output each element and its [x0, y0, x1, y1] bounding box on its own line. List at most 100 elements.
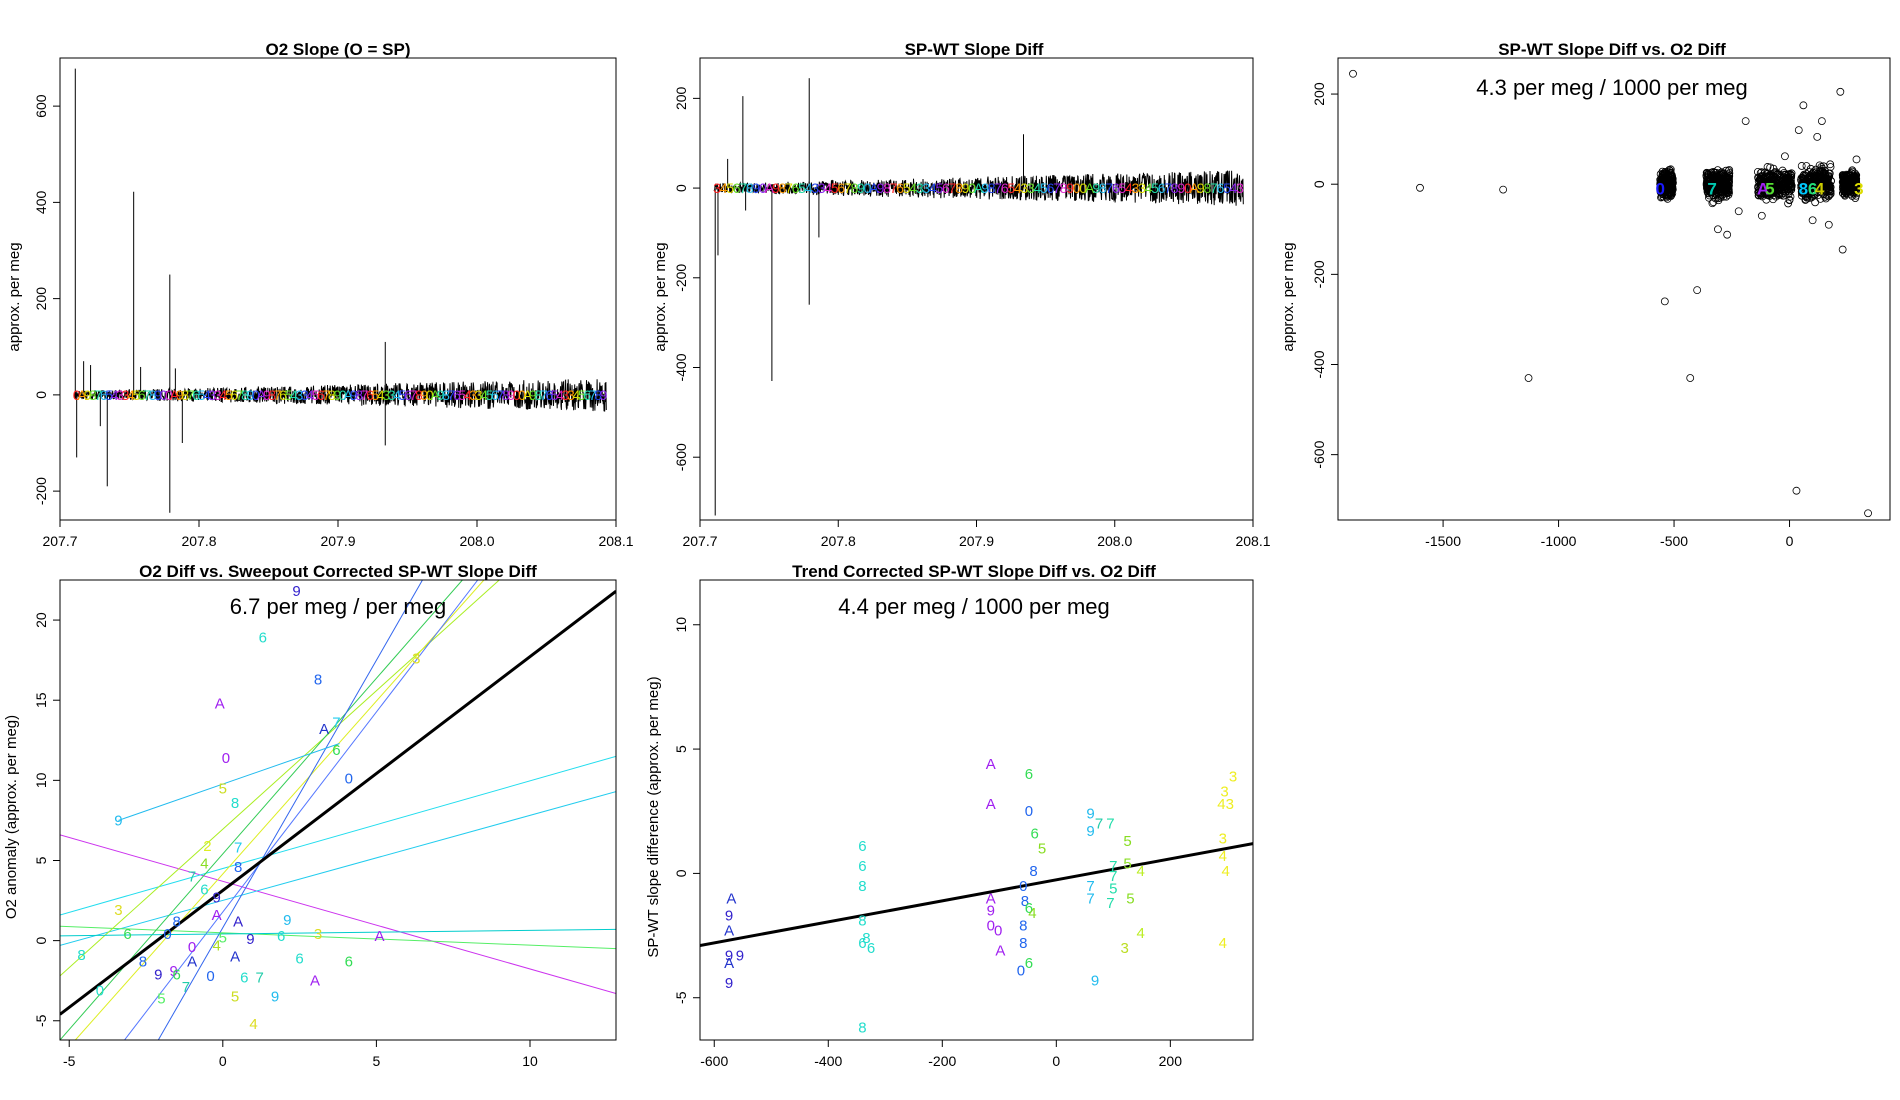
p5-point-label-29: 6: [1025, 900, 1033, 917]
p3-cluster-4-point-235: [1850, 180, 1859, 189]
p3-cluster-0-point-258: [1658, 179, 1666, 188]
p2-series-label-15: 3: [811, 180, 819, 196]
p5-point-label-28: 8: [1021, 893, 1029, 910]
p3-cluster-2-point-255: [1765, 173, 1774, 182]
p1-series-label-17: 0: [165, 387, 173, 403]
p4-thin-line-1: [60, 755, 616, 916]
p2-series-label-55: 0: [1073, 180, 1081, 196]
p5-point-label-10: 8: [858, 913, 866, 930]
p4-annotation: 6.7 per meg / per meg: [230, 594, 446, 619]
p2-series-label-64: 3: [1132, 180, 1140, 196]
p1-series-label-52: 8: [355, 387, 363, 403]
p2-series-label-8: A: [765, 180, 775, 196]
p3-outlier-point-13: [1794, 126, 1803, 135]
p1-ytick-label-3: 400: [33, 190, 49, 214]
p5-point-label-2: A: [724, 923, 734, 940]
p4-point-label-16: 7: [188, 869, 196, 886]
p5-point-label-3: 9: [725, 947, 733, 964]
p3-cluster-1-point-248: [1724, 177, 1733, 186]
p5-point-label-47: 5: [1126, 890, 1134, 907]
p1-series-label-71: 5: [458, 387, 466, 403]
p3-cluster-3-point-251: [1816, 195, 1825, 203]
p5-point-label-31: 8: [1019, 918, 1027, 935]
p3-cluster-label-7: 3: [1854, 180, 1863, 199]
p2-series-label-46: 4: [1014, 180, 1022, 196]
p3-cluster-label-5: 6: [1808, 180, 1817, 199]
p3-cluster-3-point-247: [1824, 187, 1833, 195]
p1-series-label-62: 7: [410, 387, 418, 403]
p2-series-label-41: 9: [981, 180, 989, 196]
p1-series-label-39: 5: [285, 387, 293, 403]
p4-point-label-50: 9: [271, 989, 279, 1006]
p1-xtick-label-2: 207.9: [320, 533, 355, 549]
p1-series-label-58: 3: [388, 387, 396, 403]
p3-ytick-label-2: -200: [1311, 260, 1327, 288]
p2-series-label-62: 5: [1118, 180, 1126, 196]
p5-point-label-40: 7: [1086, 878, 1094, 895]
panel-spwt-slope-diff: SP-WT Slope Diff approx. per meg 3456789…: [652, 40, 1271, 549]
p2-series-label-72: 0: [1184, 180, 1192, 196]
p1-series-label-34: A: [257, 387, 267, 403]
p5-point-label-13: 6: [867, 940, 875, 957]
p1-series-label-85: 8: [534, 387, 542, 403]
p4-point-label-28: 3: [314, 926, 322, 943]
p3-outlier-point-20: [1852, 155, 1861, 164]
p2-ytick-label-3: 0: [673, 184, 689, 192]
p1-title: O2 Slope (O = SP): [265, 40, 410, 59]
p4-point-label-17: 6: [200, 881, 208, 898]
p3-ylabel: approx. per meg: [1280, 242, 1297, 351]
p1-series-label-35: 9: [263, 387, 271, 403]
p1-series-label-30: 7: [236, 387, 244, 403]
p3-ytick-label-1: -400: [1311, 350, 1327, 378]
p5-point-label-52: 3: [1229, 768, 1237, 785]
p3-cluster-2-point-250: [1759, 181, 1768, 189]
p4-point-label-11: 8: [231, 795, 239, 812]
p1-xtick-label-1: 207.8: [181, 533, 216, 549]
p1-series-label-63: 8: [415, 387, 423, 403]
p5-point-label-48: 4: [1137, 863, 1145, 880]
p3-outlier-point-23: [1757, 211, 1766, 220]
p2-series-label-12: 6: [792, 180, 800, 196]
p2-title: SP-WT Slope Diff: [905, 40, 1044, 59]
p4-point-label-27: 6: [277, 928, 285, 945]
p1-series-label-22: 6: [192, 387, 200, 403]
p1-series-label-29: 6: [230, 387, 238, 403]
p1-xtick-label-3: 208.0: [459, 533, 494, 549]
p3-cluster-3-point-210: [1821, 193, 1830, 201]
p2-series-label-13: 5: [798, 180, 806, 196]
p5-point-label-46: 5: [1123, 855, 1131, 872]
p3-cluster-2-point-258: [1780, 183, 1788, 192]
p2-series-label-69: 7: [1164, 180, 1172, 196]
p2-series-label-3: 6: [733, 180, 741, 196]
p3-outlier-point-14: [1799, 101, 1808, 110]
p4-point-label-4: 8: [314, 671, 322, 688]
p4-thin-line-8: [157, 580, 423, 1040]
p1-series-label-95: 7: [589, 387, 597, 403]
p2-series-label-71: 9: [1177, 180, 1185, 196]
p1-series-label-42: 3: [301, 387, 309, 403]
p1-series-label-19: 9: [176, 387, 184, 403]
p1-series-label-77: 6: [491, 387, 499, 403]
p4-point-label-37: A: [187, 953, 197, 970]
p3-xtick-label-2: -500: [1660, 533, 1688, 549]
p3-cluster-2-point-247: [1767, 175, 1775, 184]
p3-cluster-0-point-246: [1665, 169, 1674, 178]
p5-ytick-label-0: -5: [673, 991, 689, 1004]
p1-series-label-83: A: [523, 387, 533, 403]
p1-series-label-87: 6: [545, 387, 553, 403]
p1-series-label-32: 9: [247, 387, 255, 403]
p2-series-label-23: 0: [864, 180, 872, 196]
p3-cluster-1-point-234: [1724, 167, 1733, 175]
p4-ytick-label-0: -5: [33, 1014, 49, 1027]
p2-series-label-30: 4: [909, 180, 917, 196]
p5-point-label-8: 6: [858, 858, 866, 875]
p1-series-label-78: 7: [496, 387, 504, 403]
p4-point-label-12: 7: [234, 840, 242, 857]
p3-cluster-1-point-34: [1725, 166, 1734, 174]
p3-cluster-2-point-190: [1786, 192, 1795, 201]
p1-series-label-69: 7: [448, 387, 456, 403]
p3-cluster-2-point-252: [1785, 196, 1794, 205]
p4-point-label-38: 9: [154, 966, 162, 983]
p3-cluster-2-point-243: [1757, 190, 1765, 198]
p1-series-label-20: 8: [181, 387, 189, 403]
